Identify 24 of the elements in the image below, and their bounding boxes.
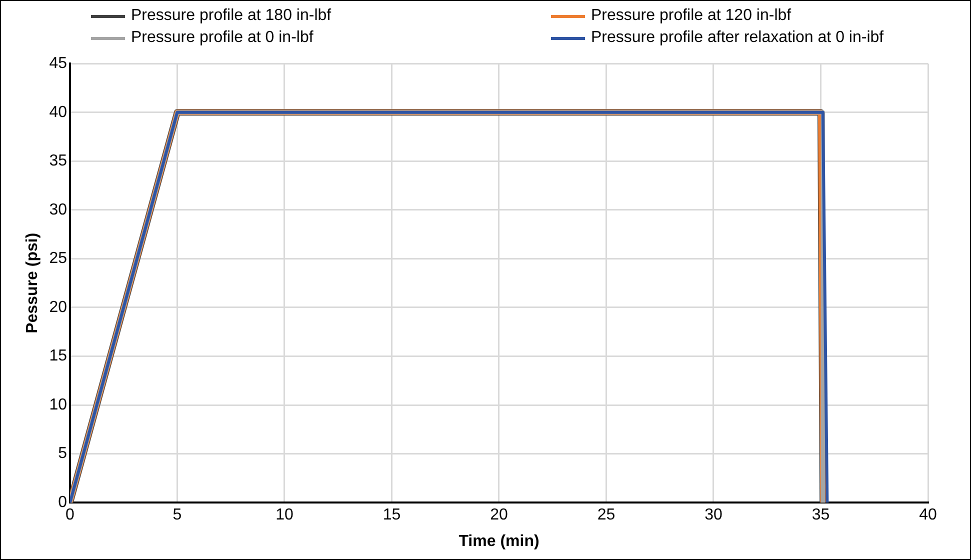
x-tick-label: 40 [919, 506, 937, 524]
legend-label: Pressure profile at 120 in-lbf [591, 7, 792, 25]
x-tick-label: 35 [812, 506, 830, 524]
y-axis-title: Pessure (psi) [24, 232, 42, 334]
x-axis-title: Time (min) [458, 532, 540, 550]
y-tick-label: 0 [58, 494, 68, 512]
legend-label: Pressure profile at 0 in-lbf [131, 29, 314, 47]
x-tick-label: 30 [704, 506, 722, 524]
x-tick-label: 15 [382, 506, 401, 524]
y-tick-label: 20 [49, 298, 68, 316]
x-tick-label: 25 [597, 506, 616, 524]
y-tick-label: 5 [58, 445, 68, 462]
y-tick-label: 30 [49, 201, 68, 218]
x-tick-label: 5 [172, 506, 182, 524]
y-tick-label: 40 [49, 104, 68, 121]
y-tick-label: 45 [49, 55, 68, 72]
y-tick-label: 10 [49, 396, 68, 414]
y-tick-label: 15 [49, 348, 68, 365]
legend-label: Pressure profile at 180 in-lbf [131, 7, 332, 25]
y-tick-label: 25 [49, 250, 68, 268]
x-tick-label: 10 [276, 506, 294, 524]
legend-label: Pressure profile after relaxation at 0 in-ibf [591, 29, 884, 47]
x-tick-label: 20 [490, 506, 508, 524]
y-tick-label: 35 [49, 152, 68, 170]
